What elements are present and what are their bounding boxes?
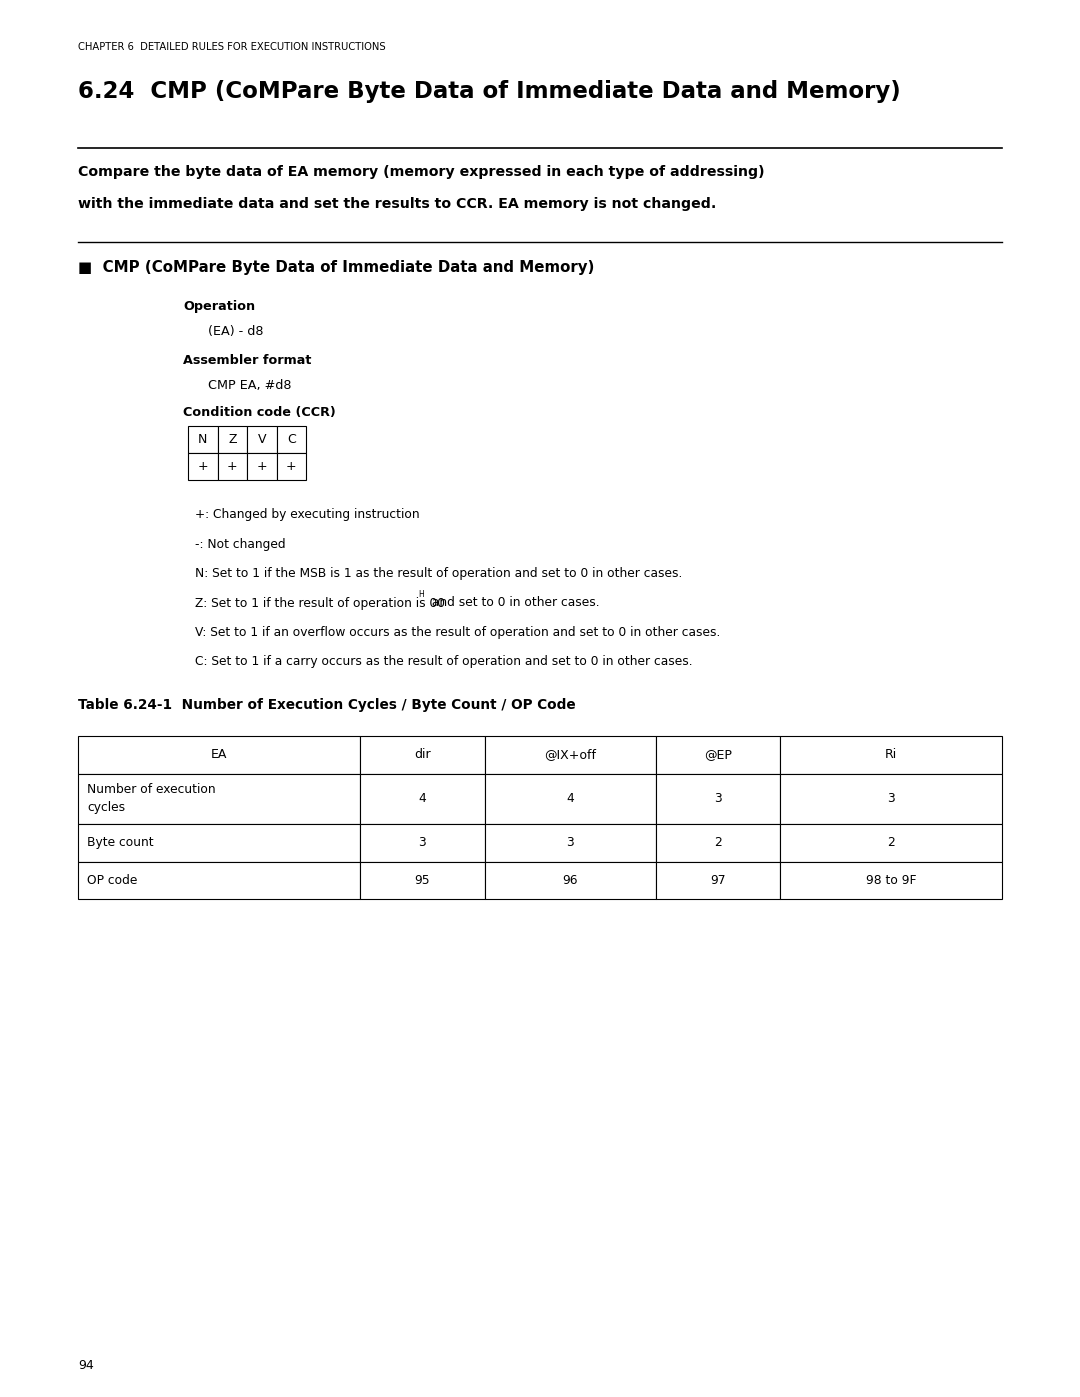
- Text: Ri: Ri: [885, 749, 897, 761]
- Text: Byte count: Byte count: [87, 835, 153, 849]
- Text: V: V: [257, 433, 266, 446]
- Bar: [780, 823, 1002, 862]
- Text: 97: 97: [711, 873, 726, 887]
- Bar: [247, 426, 276, 453]
- Bar: [217, 453, 247, 481]
- Bar: [360, 736, 485, 774]
- Bar: [656, 736, 780, 774]
- Text: N: N: [198, 433, 207, 446]
- Text: 3: 3: [888, 792, 895, 805]
- Bar: [780, 774, 1002, 823]
- Text: 2: 2: [714, 835, 721, 849]
- Bar: [78, 736, 360, 774]
- Bar: [360, 823, 485, 862]
- Bar: [188, 453, 217, 481]
- Text: H: H: [418, 590, 424, 599]
- Text: Z: Z: [228, 433, 237, 446]
- Text: Condition code (CCR): Condition code (CCR): [183, 407, 336, 419]
- Text: +: +: [256, 460, 267, 474]
- Text: 3: 3: [418, 835, 427, 849]
- Text: dir: dir: [414, 749, 431, 761]
- Bar: [78, 862, 360, 900]
- Bar: [78, 774, 360, 823]
- Text: 94: 94: [78, 1359, 94, 1372]
- Bar: [485, 823, 656, 862]
- Bar: [485, 862, 656, 900]
- Bar: [360, 774, 485, 823]
- Bar: [188, 426, 217, 453]
- Text: 4: 4: [418, 792, 427, 805]
- Bar: [247, 453, 276, 481]
- Bar: [485, 774, 656, 823]
- Bar: [276, 453, 306, 481]
- Text: 96: 96: [563, 873, 578, 887]
- Text: -: Not changed: -: Not changed: [195, 538, 285, 550]
- Text: Operation: Operation: [183, 300, 255, 313]
- Text: +: +: [227, 460, 238, 474]
- Text: (EA) - d8: (EA) - d8: [208, 326, 264, 338]
- Text: +: Changed by executing instruction: +: Changed by executing instruction: [195, 509, 420, 521]
- Text: N: Set to 1 if the MSB is 1 as the result of operation and set to 0 in other cas: N: Set to 1 if the MSB is 1 as the resul…: [195, 567, 683, 580]
- Text: 3: 3: [566, 835, 573, 849]
- Text: Table 6.24-1  Number of Execution Cycles / Byte Count / OP Code: Table 6.24-1 Number of Execution Cycles …: [78, 698, 576, 712]
- Text: OP code: OP code: [87, 873, 137, 887]
- Bar: [656, 774, 780, 823]
- Text: +: +: [198, 460, 208, 474]
- Text: C: Set to 1 if a carry occurs as the result of operation and set to 0 in other c: C: Set to 1 if a carry occurs as the res…: [195, 655, 692, 669]
- Bar: [78, 823, 360, 862]
- Text: 6.24  CMP (CoMPare Byte Data of Immediate Data and Memory): 6.24 CMP (CoMPare Byte Data of Immediate…: [78, 80, 901, 103]
- Bar: [485, 736, 656, 774]
- Text: 98 to 9F: 98 to 9F: [866, 873, 916, 887]
- Bar: [656, 862, 780, 900]
- Bar: [276, 426, 306, 453]
- Text: CMP EA, #d8: CMP EA, #d8: [208, 379, 292, 393]
- Bar: [780, 736, 1002, 774]
- Text: @IX+off: @IX+off: [544, 749, 596, 761]
- Text: V: Set to 1 if an overflow occurs as the result of operation and set to 0 in oth: V: Set to 1 if an overflow occurs as the…: [195, 626, 720, 638]
- Text: Assembler format: Assembler format: [183, 353, 311, 367]
- Text: ■  CMP (CoMPare Byte Data of Immediate Data and Memory): ■ CMP (CoMPare Byte Data of Immediate Da…: [78, 260, 594, 275]
- Text: C: C: [287, 433, 296, 446]
- Bar: [656, 823, 780, 862]
- Bar: [360, 862, 485, 900]
- Text: Z: Set to 1 if the result of operation is 00: Z: Set to 1 if the result of operation i…: [195, 597, 445, 609]
- Text: 2: 2: [888, 835, 895, 849]
- Text: Number of execution
cycles: Number of execution cycles: [87, 782, 216, 814]
- Text: Compare the byte data of EA memory (memory expressed in each type of addressing): Compare the byte data of EA memory (memo…: [78, 165, 765, 179]
- Text: CHAPTER 6  DETAILED RULES FOR EXECUTION INSTRUCTIONS: CHAPTER 6 DETAILED RULES FOR EXECUTION I…: [78, 42, 386, 52]
- Bar: [217, 426, 247, 453]
- Text: EA: EA: [211, 749, 227, 761]
- Text: 4: 4: [566, 792, 573, 805]
- Bar: [780, 862, 1002, 900]
- Text: and set to 0 in other cases.: and set to 0 in other cases.: [429, 597, 599, 609]
- Text: with the immediate data and set the results to CCR. EA memory is not changed.: with the immediate data and set the resu…: [78, 197, 716, 211]
- Text: 95: 95: [415, 873, 430, 887]
- Text: +: +: [286, 460, 297, 474]
- Text: @EP: @EP: [704, 749, 732, 761]
- Text: 3: 3: [714, 792, 721, 805]
